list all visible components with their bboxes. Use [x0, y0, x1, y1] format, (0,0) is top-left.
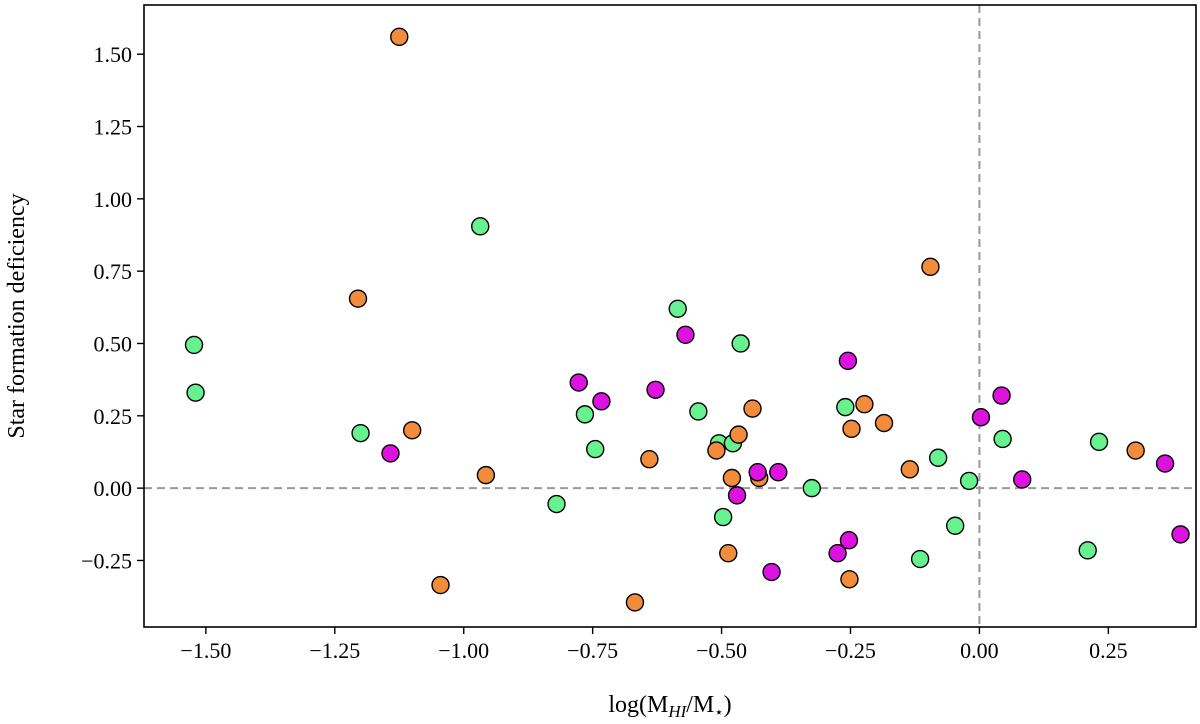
data-point: [586, 439, 605, 459]
y-tick-label: 0.75: [94, 259, 133, 284]
x-tick-label: 0.00: [960, 638, 999, 663]
data-point: [855, 395, 874, 414]
y-tick-label: 1.50: [94, 42, 133, 67]
data-point: [828, 544, 847, 563]
data-point: [1171, 525, 1190, 544]
data-point: [719, 544, 738, 563]
data-point: [910, 549, 930, 569]
data-point: [731, 334, 750, 353]
data-point: [839, 531, 859, 550]
data-point: [381, 444, 400, 463]
x-tick-label: −1.50: [180, 638, 231, 663]
data-point: [769, 463, 788, 482]
data-point: [748, 463, 767, 482]
data-point: [722, 468, 742, 488]
data-point: [1089, 432, 1109, 452]
data-point: [743, 399, 762, 418]
data-point: [640, 450, 659, 469]
data-point: [729, 425, 748, 444]
x-tick-label: −1.00: [438, 638, 489, 663]
data-point: [1126, 441, 1145, 460]
x-tick-label: −1.25: [309, 638, 360, 663]
y-tick-label: 0.25: [94, 404, 133, 429]
data-point: [625, 593, 645, 612]
plot-frame: [143, 4, 1197, 628]
data-point: [713, 507, 733, 527]
data-point: [351, 423, 370, 443]
plot-background: [144, 5, 1196, 627]
data-point: [1013, 470, 1032, 489]
data-point: [547, 494, 566, 514]
x-tick-label: −0.50: [696, 638, 747, 663]
data-point: [646, 380, 665, 399]
data-point: [668, 299, 687, 318]
data-point: [707, 441, 726, 460]
data-point: [727, 486, 747, 505]
data-point: [592, 392, 611, 411]
y-tick-label: 1.25: [94, 115, 133, 140]
x-tick-label: −0.25: [825, 638, 876, 663]
data-point: [575, 405, 595, 424]
data-point: [762, 562, 781, 582]
data-point: [676, 325, 695, 345]
y-tick-label: −0.25: [81, 548, 132, 573]
data-point: [836, 397, 855, 417]
data-point: [842, 419, 861, 439]
data-point: [186, 383, 205, 402]
data-point: [348, 289, 368, 308]
data-point: [900, 460, 919, 479]
data-point: [992, 386, 1011, 405]
data-point: [689, 402, 708, 421]
y-tick-label: 0.50: [94, 331, 133, 356]
data-point: [993, 429, 1012, 449]
data-point: [431, 575, 450, 595]
data-point: [569, 373, 588, 392]
data-point: [476, 465, 496, 485]
y-axis-title: Star formation deficiency: [4, 193, 30, 438]
data-point: [874, 413, 894, 433]
x-axis-ticks: −1.50 −1.25 −1.00 −0.75 −0.50 −0.25 0.00 0.25: [180, 627, 1128, 663]
data-point: [802, 478, 822, 498]
data-point: [928, 448, 948, 467]
data-point: [390, 27, 409, 47]
data-point: [1155, 454, 1175, 473]
data-point: [921, 257, 940, 277]
data-point: [184, 335, 204, 355]
data-point: [840, 570, 859, 589]
y-tick-label: 0.00: [94, 476, 133, 501]
data-point: [471, 217, 490, 236]
y-tick-label: 1.00: [94, 187, 133, 212]
data-point: [838, 351, 858, 371]
data-points: [184, 27, 1190, 612]
data-point: [402, 421, 422, 440]
x-axis-title: log(MHI/M⋆): [608, 692, 731, 721]
data-point: [971, 408, 991, 427]
x-tick-label: −0.75: [567, 638, 618, 663]
data-point: [945, 516, 965, 535]
data-point: [959, 471, 979, 491]
data-point: [1078, 541, 1097, 560]
y-axis-ticks: −0.25 0.00 0.25 0.50 0.75 1.00 1.25 1.50: [81, 42, 144, 573]
x-tick-label: 0.25: [1089, 638, 1128, 663]
